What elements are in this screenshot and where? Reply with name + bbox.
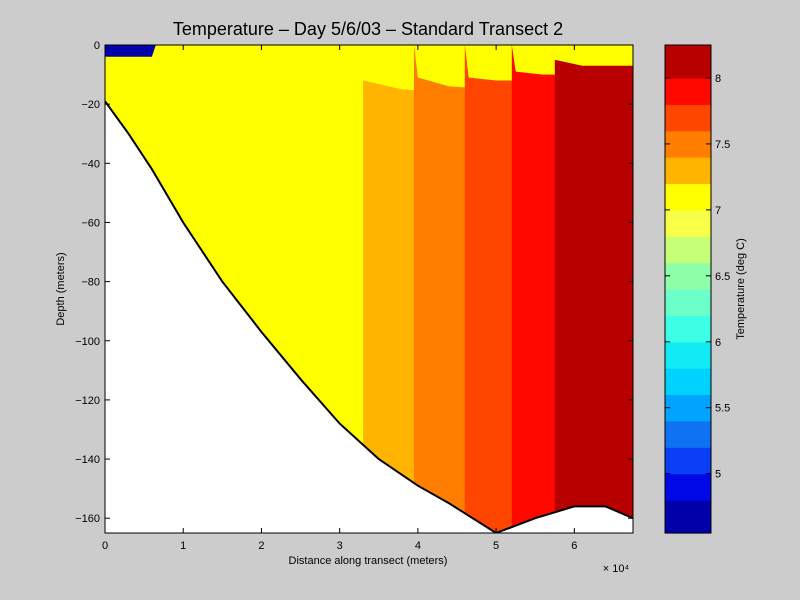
colorbar-swatch — [665, 315, 711, 343]
colorbar-swatch — [665, 236, 711, 264]
colorbar-swatch — [665, 183, 711, 211]
y-tick-label: −60 — [81, 217, 100, 229]
y-tick-label: 0 — [94, 40, 100, 52]
colorbar: 5 5.5 6 6.5 7 7.5 8 — [664, 44, 730, 534]
x-tick-label: 2 — [258, 540, 264, 552]
y-tick-label: −100 — [75, 336, 100, 348]
colorbar-swatch — [665, 45, 711, 79]
colorbar-swatch — [665, 341, 711, 369]
colorbar-swatch — [665, 262, 711, 290]
seafloor-fill — [105, 101, 633, 533]
x-tick-label: 1 — [180, 540, 186, 552]
colorbar-swatch — [665, 447, 711, 475]
colorbar-tick-label: 5.5 — [715, 403, 730, 415]
chart-title: Temperature – Day 5/6/03 – Standard Tran… — [173, 19, 563, 39]
colorbar-swatch — [665, 77, 711, 105]
y-tick-label: −120 — [75, 395, 100, 407]
colorbar-swatch — [665, 289, 711, 316]
colorbar-swatch — [665, 473, 711, 501]
x-axis-label: Distance along transect (meters) — [289, 555, 448, 567]
contour-plot-area — [105, 45, 633, 533]
x-tick-label: 0 — [102, 540, 108, 552]
colorbar-swatch — [665, 130, 711, 158]
seafloor-layer — [105, 100, 633, 533]
colorbar-tick-label: 5 — [715, 469, 721, 481]
colorbar-tick-label: 7.5 — [715, 139, 730, 151]
colorbar-swatch — [665, 368, 711, 396]
x-tick-label: 5 — [493, 540, 499, 552]
colorbar-tick-label: 7 — [715, 205, 721, 217]
colorbar-label: Temperature (deg C) — [735, 238, 747, 340]
x-exponent-label: × 10⁴ — [603, 563, 630, 575]
colorbar-frame — [664, 44, 712, 534]
y-tick-label: −160 — [75, 513, 100, 525]
colorbar-swatch — [665, 104, 711, 132]
colorbar-tick-label: 8 — [715, 73, 721, 85]
y-tick-label: −40 — [81, 158, 100, 170]
y-axis-label: Depth (meters) — [55, 252, 67, 325]
y-tick-label: −20 — [81, 99, 100, 111]
colorbar-tick-label: 6.5 — [715, 271, 730, 283]
x-tick-label: 6 — [571, 540, 577, 552]
x-tick-label: 4 — [415, 540, 421, 552]
colorbar-swatch — [665, 157, 711, 185]
contour-band-16 — [554, 45, 633, 533]
colorbar-swatch — [665, 500, 711, 534]
y-axis: 0 −20 −40 −60 −80 −100 −120 −140 −160 — [75, 40, 633, 525]
y-tick-label: −80 — [81, 277, 100, 289]
x-axis: 0 1 2 3 4 5 6 — [102, 45, 577, 552]
colorbar-tick-label: 6 — [715, 337, 721, 349]
plot-frame — [104, 44, 634, 534]
colorbar-swatch — [665, 209, 711, 237]
x-tick-label: 3 — [337, 540, 343, 552]
colorbar-swatch — [665, 420, 711, 448]
seafloor-line — [105, 100, 633, 533]
colorbar-swatch — [665, 394, 711, 422]
y-tick-label: −140 — [75, 454, 100, 466]
